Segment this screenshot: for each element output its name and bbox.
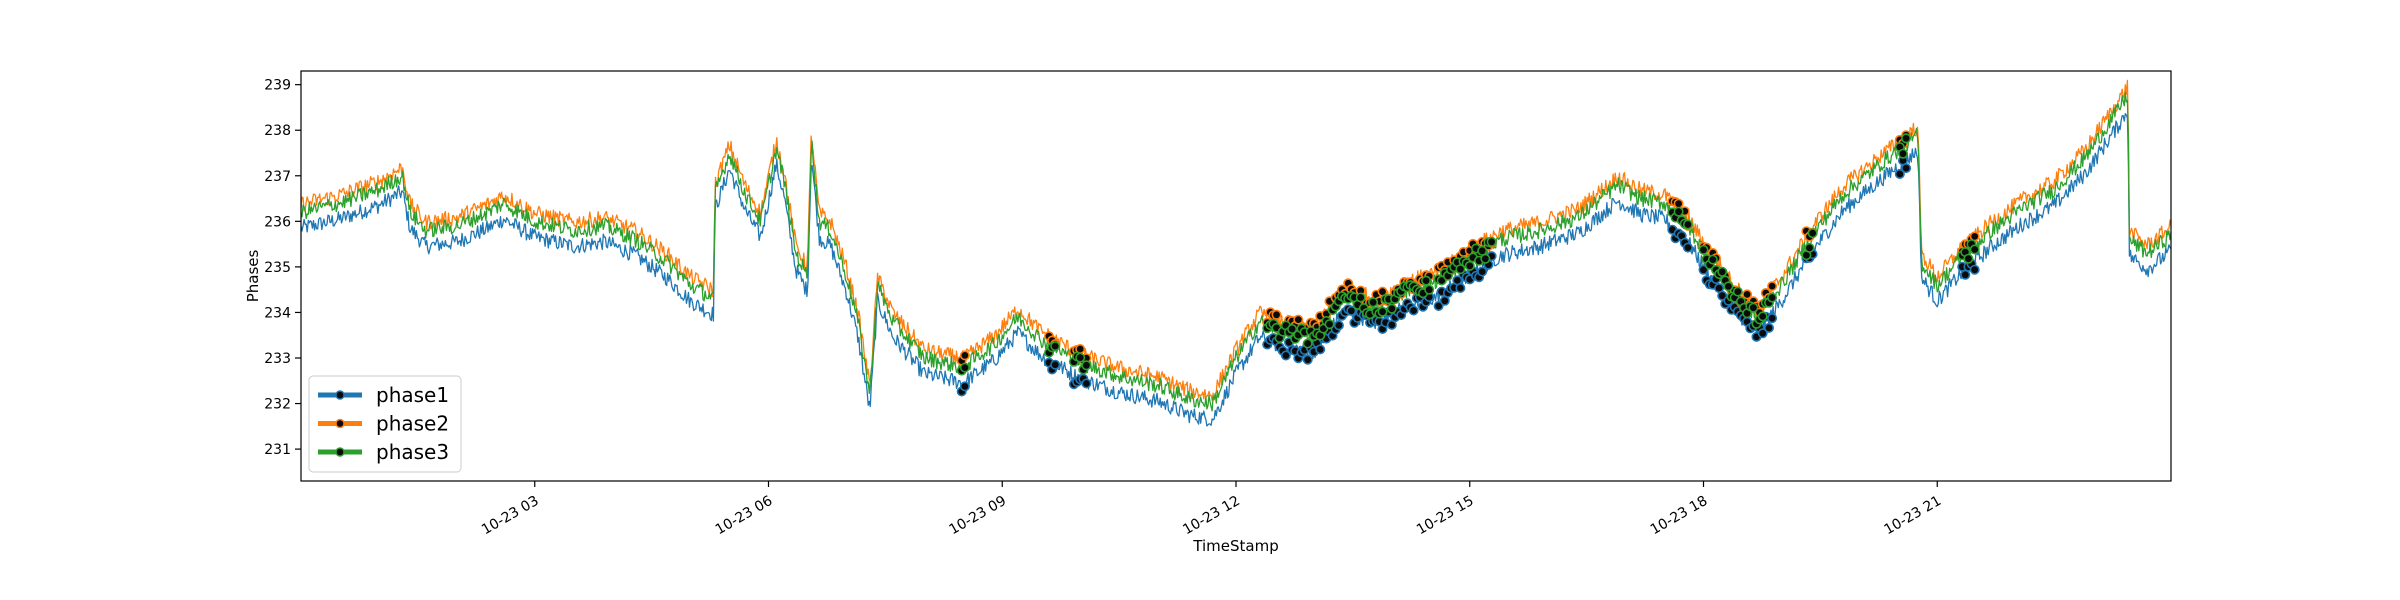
marker-phase3 xyxy=(1081,360,1092,371)
y-tick-label: 236 xyxy=(264,214,291,230)
marker-phase3 xyxy=(1480,253,1491,264)
marker-phase3 xyxy=(1732,286,1743,297)
marker-phase1 xyxy=(1302,354,1313,365)
series-line-phase3 xyxy=(300,91,2172,412)
marker-phase1 xyxy=(1346,305,1357,316)
marker-phase1 xyxy=(1050,359,1061,370)
marker-phase3 xyxy=(1969,244,1980,255)
marker-phase3 xyxy=(959,362,970,373)
marker-phase3 xyxy=(1050,341,1061,352)
marker-layer xyxy=(956,130,1980,397)
marker-phase3 xyxy=(1698,244,1709,255)
y-axis: 231 232 233 234 235 236 237 238 239 xyxy=(264,78,301,458)
marker-phase1 xyxy=(1433,300,1444,311)
marker-phase1 xyxy=(1333,320,1344,331)
marker-phase3 xyxy=(1757,311,1768,322)
marker-phase3 xyxy=(1748,302,1759,313)
y-tick-label: 235 xyxy=(264,260,291,276)
marker-phase1 xyxy=(1439,295,1450,306)
marker-phase3 xyxy=(1717,266,1728,277)
marker-phase1 xyxy=(1960,269,1971,280)
marker-phase1 xyxy=(1477,266,1488,277)
marker-phase3 xyxy=(1355,292,1366,303)
marker-phase2 xyxy=(1767,281,1778,292)
marker-phase3 xyxy=(1963,253,1974,264)
y-tick-label: 232 xyxy=(264,397,291,413)
marker-phase2 xyxy=(1271,309,1282,320)
y-axis-label: Phases xyxy=(244,250,262,303)
marker-phase1 xyxy=(1969,264,1980,275)
marker-phase2 xyxy=(1742,289,1753,300)
marker-phase1 xyxy=(959,381,970,392)
marker-phase3 xyxy=(1424,284,1435,295)
y-tick-label: 231 xyxy=(264,442,291,458)
legend-label-phase1: phase1 xyxy=(376,383,449,407)
marker-phase3 xyxy=(1377,306,1388,317)
marker-phase3 xyxy=(1682,219,1693,230)
marker-phase1 xyxy=(1764,322,1775,333)
marker-phase1 xyxy=(1894,169,1905,180)
marker-phase3 xyxy=(1421,275,1432,286)
x-axis-label: TimeStamp xyxy=(1192,537,1278,555)
marker-phase2 xyxy=(959,350,970,361)
y-tick-label: 238 xyxy=(264,123,291,139)
marker-phase3 xyxy=(1302,338,1313,349)
legend-box xyxy=(308,375,462,473)
marker-phase3 xyxy=(1075,352,1086,363)
marker-phase3 xyxy=(1386,303,1397,314)
marker-phase1 xyxy=(1280,350,1291,361)
y-tick-label: 237 xyxy=(264,169,291,185)
marker-phase1 xyxy=(1081,378,1092,389)
marker-phase3 xyxy=(1898,148,1909,159)
marker-phase1 xyxy=(1408,305,1419,316)
marker-phase1 xyxy=(1767,313,1778,324)
marker-phase2 xyxy=(1673,198,1684,209)
legend-label-phase2: phase2 xyxy=(376,412,449,436)
marker-phase3 xyxy=(1368,297,1379,308)
legend-marker-phase3 xyxy=(335,447,345,457)
series-layer xyxy=(300,79,2172,427)
marker-phase1 xyxy=(1315,344,1326,355)
marker-phase3 xyxy=(1287,323,1298,334)
marker-phase1 xyxy=(1757,328,1768,339)
marker-phase1 xyxy=(1698,264,1709,275)
marker-phase3 xyxy=(1477,245,1488,256)
marker-phase1 xyxy=(1717,290,1728,301)
legend-marker-phase2 xyxy=(335,418,345,429)
legend-label-phase3: phase3 xyxy=(376,440,449,464)
y-tick-label: 239 xyxy=(264,78,291,94)
marker-phase1 xyxy=(1901,163,1912,174)
marker-phase3 xyxy=(1486,236,1497,247)
marker-phase3 xyxy=(1324,319,1335,330)
marker-phase3 xyxy=(1723,281,1734,292)
marker-phase1 xyxy=(1682,242,1693,253)
marker-phase1 xyxy=(1455,282,1466,293)
y-tick-label: 234 xyxy=(264,305,291,321)
marker-phase3 xyxy=(1807,228,1818,239)
marker-phase3 xyxy=(1707,254,1718,265)
series-line-phase2 xyxy=(300,79,2172,401)
series-line-phase1 xyxy=(300,113,2172,427)
marker-phase2 xyxy=(1293,314,1304,325)
legend-marker-phase1 xyxy=(335,390,345,400)
legend: phase1 phase2 phase3 xyxy=(308,375,462,473)
marker-phase3 xyxy=(1901,133,1912,144)
marker-phase3 xyxy=(1673,206,1684,217)
marker-phase3 xyxy=(1767,292,1778,303)
y-tick-label: 233 xyxy=(264,351,291,367)
marker-phase3 xyxy=(1804,242,1815,253)
marker-phase3 xyxy=(1464,260,1475,271)
legend-items: phase1 phase2 phase3 xyxy=(318,383,449,464)
